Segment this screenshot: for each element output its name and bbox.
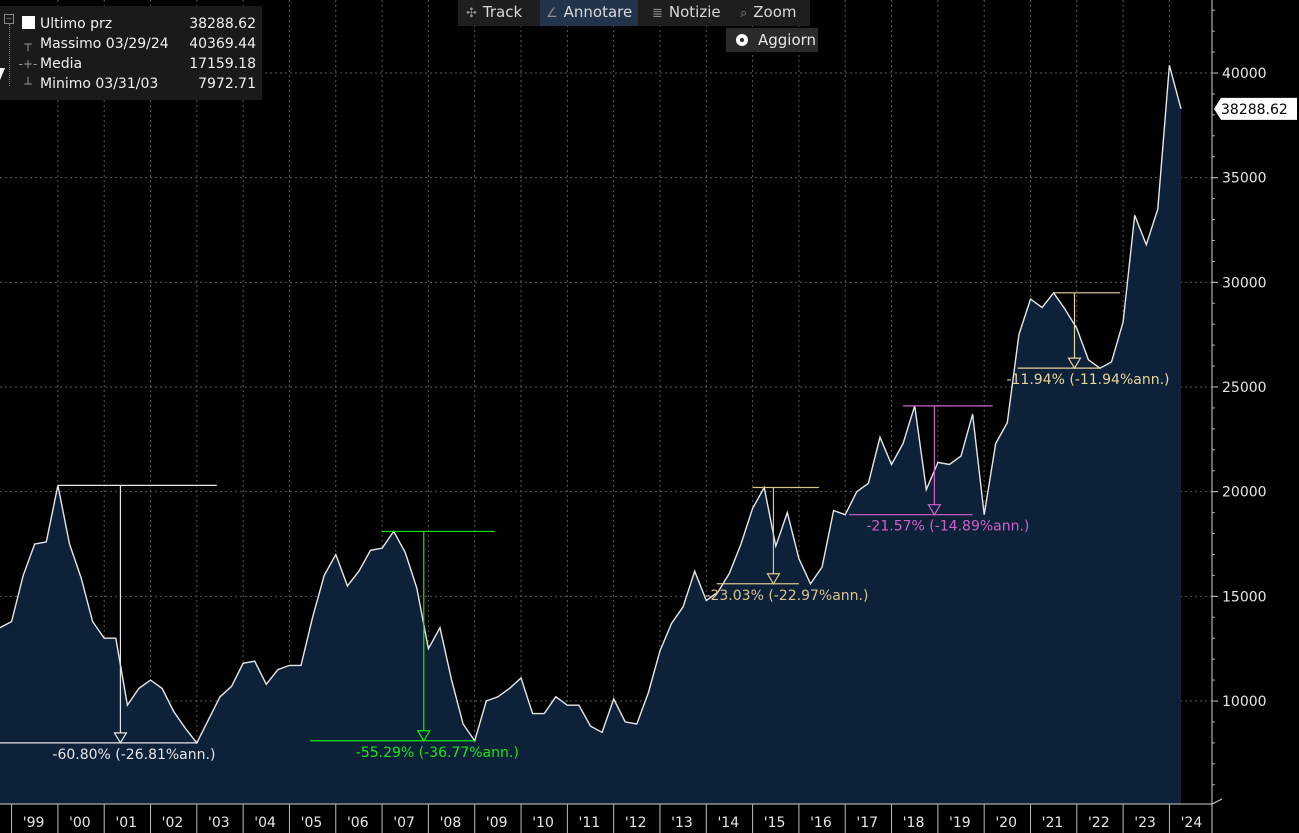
x-tick-label: '02	[162, 815, 184, 831]
zoom-label: Zoom	[753, 3, 797, 21]
x-tick-label: '24	[1181, 815, 1203, 831]
news-icon: ≣	[652, 6, 663, 21]
legend-label: Ultimo prz	[40, 16, 113, 32]
drawdown-arrow-head	[927, 504, 942, 516]
y-tick-label: 20000	[1222, 485, 1267, 501]
drawdown-arrow-head	[416, 730, 431, 742]
news-button[interactable]: ≣ Notizie	[646, 0, 727, 26]
drawdown-label: -55.29% (-36.77%ann.)	[356, 745, 519, 761]
y-tick-label: 15000	[1222, 589, 1267, 605]
legend-row-last: Ultimo prz 38288.62	[40, 14, 256, 34]
legend-row-average: Media 17159.18	[40, 54, 256, 74]
legend-panel: − Ultimo prz 38288.62 ┬ Massimo 03/29/24…	[0, 6, 262, 100]
last-value-tag-label: 38288.62	[1221, 102, 1288, 118]
zoom-button[interactable]: ⌕ Zoom	[734, 0, 803, 26]
crosshair-icon: ✣	[466, 6, 477, 21]
y-tick-label: 10000	[1222, 694, 1267, 710]
average-marker-icon: -+-	[18, 57, 38, 71]
legend-value: 40369.44	[189, 36, 256, 52]
drawdown-arrow-head	[113, 732, 128, 745]
last-price-marker-icon	[22, 16, 35, 29]
last-value-tag-bg	[1214, 97, 1297, 120]
x-tick-label: '10	[532, 815, 554, 831]
drawdown-annotation: -60.80% (-26.81%ann.)	[0, 484, 217, 763]
x-tick-label: '13	[671, 815, 693, 831]
drawdown-annotation: -23.03% (-22.97%ann.)	[705, 486, 868, 604]
drawdown-label: -23.03% (-22.97%ann.)	[705, 588, 868, 604]
radio-icon	[736, 34, 748, 46]
drawdown-label: -60.80% (-26.81%ann.)	[52, 747, 215, 763]
x-tick-label: '00	[69, 815, 91, 831]
drawdown-annotation: -11.94% (-11.94%ann.)	[1006, 292, 1170, 388]
drawdown-label: -21.57% (-14.89%ann.)	[866, 519, 1029, 535]
legend-row-low: Minimo 03/31/03 7972.71	[40, 74, 256, 94]
legend-label: Massimo 03/29/24	[40, 36, 169, 52]
legend-value: 38288.62	[189, 16, 256, 32]
x-tick-label: '06	[347, 815, 369, 831]
drawdown-arrow-head	[766, 573, 781, 585]
y-tick-label: 35000	[1222, 171, 1267, 187]
price-area	[0, 65, 1181, 805]
x-tick-label: '12	[625, 815, 647, 831]
track-label: Track	[482, 3, 523, 21]
x-tick-label: '11	[579, 815, 601, 831]
high-marker-icon: ┬	[24, 37, 32, 51]
low-marker-icon: ┴	[24, 77, 32, 91]
update-button[interactable]: Aggiorn	[726, 28, 818, 52]
legend-value: 17159.18	[189, 56, 256, 72]
x-tick-label: '20	[995, 815, 1017, 831]
news-label: Notizie	[668, 3, 721, 21]
x-tick-label: '17	[856, 815, 878, 831]
x-tick-label: '09	[486, 815, 508, 831]
drawdown-arrow-head	[1067, 357, 1082, 370]
y-tick-label: 25000	[1222, 380, 1267, 396]
collapse-icon[interactable]: −	[4, 14, 14, 24]
drawdown-label: -11.94% (-11.94%ann.)	[1006, 372, 1169, 388]
annotate-label: Annotare	[563, 3, 633, 21]
x-tick-label: '03	[208, 815, 230, 831]
x-tick-label: '99	[23, 815, 45, 831]
x-tick-label: '15	[764, 815, 786, 831]
x-tick-label: '08	[440, 815, 462, 831]
chart-toolbar: ✣ Track ∠ Annotare ≣ Notizie ⌕ Zoom	[458, 0, 810, 26]
y-tick-label: 30000	[1222, 275, 1267, 291]
last-value-tag: 38288.62	[1214, 97, 1297, 120]
annotate-button[interactable]: ∠ Annotare	[540, 0, 639, 26]
drawdown-annotation: -21.57% (-14.89%ann.)	[849, 405, 1029, 535]
y-axis-end-tick	[1211, 798, 1223, 805]
x-tick-label: '01	[115, 815, 137, 831]
x-tick-label: '14	[717, 815, 739, 831]
x-tick-label: '19	[949, 815, 971, 831]
track-button[interactable]: ✣ Track	[460, 0, 528, 26]
legend-value: 7972.71	[198, 76, 256, 92]
drawdown-annotation: -55.29% (-36.77%ann.)	[310, 530, 519, 761]
legend-row-high: Massimo 03/29/24 40369.44	[40, 34, 256, 54]
x-tick-label: '05	[301, 815, 323, 831]
x-tick-label: '23	[1134, 815, 1156, 831]
x-tick-label: '21	[1042, 815, 1064, 831]
x-tick-label: '22	[1088, 815, 1110, 831]
mouse-cursor-icon	[0, 68, 10, 80]
x-tick-label: '16	[810, 815, 832, 831]
x-tick-label: '04	[254, 815, 276, 831]
x-tick-label: '07	[393, 815, 415, 831]
update-label: Aggiorn	[758, 31, 817, 49]
legend-label: Media	[40, 56, 83, 72]
magnifier-icon: ⌕	[740, 6, 748, 21]
y-tick-label: 40000	[1222, 66, 1267, 82]
legend-label: Minimo 03/31/03	[40, 76, 159, 92]
legend-tree-line	[9, 24, 11, 86]
x-tick-label: '18	[903, 815, 925, 831]
pencil-icon: ∠	[546, 6, 558, 21]
